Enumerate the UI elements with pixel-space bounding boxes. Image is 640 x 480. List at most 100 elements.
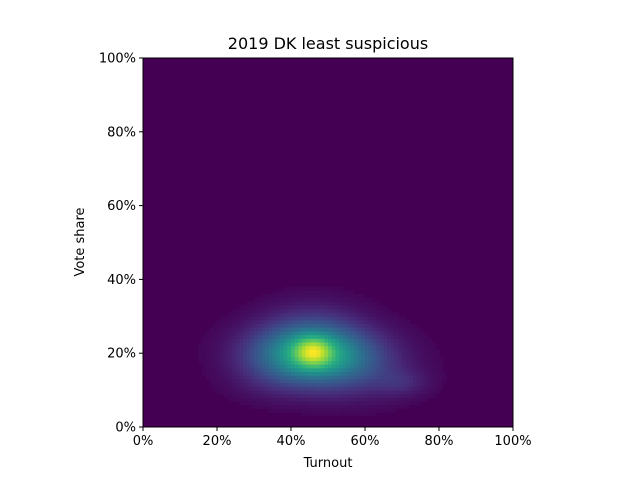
heatmap-cell [383,371,388,376]
heatmap-cell [276,349,281,354]
heatmap-cell [276,308,281,314]
heatmap-cell [402,349,407,354]
heatmap-cell [402,323,407,328]
heatmap-cell [235,312,240,317]
heatmap-cell [287,397,292,402]
heatmap-cell [279,379,284,384]
heatmap-cell [383,390,388,395]
heatmap-cell [257,401,262,406]
heatmap-cell [357,404,362,409]
heatmap-cell [228,349,233,354]
heatmap-cell [313,301,318,306]
heatmap-cell [309,364,314,369]
heatmap-cell [409,356,414,361]
heatmap-cell [265,390,270,395]
heatmap-cell [353,294,358,299]
heatmap-cell [365,356,370,361]
heatmap-cell [228,323,233,328]
heatmap-cell [265,323,270,328]
heatmap-cell [346,375,351,380]
heatmap-cell [416,367,421,373]
heatmap-cell [224,334,229,339]
heatmap-cell [250,379,255,384]
heatmap-cell [383,334,388,339]
heatmap-cell [283,327,288,332]
heatmap-cell [427,345,432,350]
heatmap-cell [279,364,284,369]
heatmap-cell [239,364,244,369]
heatmap-cell [209,375,214,380]
heatmap-cell [335,290,340,295]
heatmap-cell [361,390,366,395]
heatmap-cell [339,323,344,328]
heatmap-cell [305,323,310,328]
heatmap-cell [350,404,355,409]
heatmap-cell [220,323,225,328]
heatmap-cell [335,316,340,321]
heatmap-cell [242,375,247,380]
x-tick-label: 60% [351,434,380,449]
heatmap-cell [424,356,429,361]
heatmap-cell [209,334,214,339]
heatmap-cell [313,371,318,376]
heatmap-cell [435,353,440,358]
heatmap-cell [257,327,262,332]
heatmap-cell [254,308,259,314]
heatmap-cell [420,364,425,369]
heatmap-cell [387,323,392,328]
heatmap-cell [228,334,233,339]
heatmap-cell [309,379,314,384]
heatmap-cell [224,375,229,380]
heatmap-cell [413,360,418,365]
heatmap-cell [357,353,362,358]
heatmap-cell [239,353,244,358]
heatmap-cell [224,349,229,354]
heatmap-cell [339,297,344,302]
heatmap-cell [235,327,240,332]
heatmap-cell [313,308,318,314]
heatmap-cell [242,319,247,325]
heatmap-cell [368,397,373,402]
heatmap-cell [376,404,381,409]
heatmap-cell [283,286,288,291]
heatmap-cell [272,360,277,365]
heatmap-cell [361,297,366,302]
heatmap-cell [335,331,340,336]
heatmap-cell [235,367,240,373]
heatmap-cell [294,308,299,314]
heatmap-cell [261,371,266,376]
heatmap-cell [313,412,318,417]
heatmap-cell [209,349,214,354]
heatmap-cell [298,334,303,339]
heatmap-cell [379,371,384,376]
heatmap-cell [431,390,436,395]
heatmap-cell [268,397,273,402]
heatmap-cell [398,375,403,380]
y-tick-label: 20% [107,347,136,362]
heatmap-cell [335,401,340,406]
heatmap-cell [402,338,407,343]
heatmap-cell [331,360,336,365]
heatmap-cell [279,390,284,395]
heatmap-cell [242,397,247,402]
heatmap-cell [291,397,296,402]
heatmap-cell [283,393,288,398]
heatmap-cell [387,367,392,373]
heatmap-cell [379,323,384,328]
heatmap-cell [320,379,325,384]
heatmap-cell [291,342,296,347]
heatmap-cell [368,297,373,302]
heatmap-cell [379,393,384,398]
heatmap-cell [320,290,325,295]
heatmap-cell [357,360,362,365]
heatmap-cell [246,397,251,402]
heatmap-cell [276,316,281,321]
heatmap-cell [291,375,296,380]
heatmap-cell [431,367,436,373]
heatmap-cell [209,338,214,343]
heatmap-cell [305,390,310,395]
heatmap-cell [291,390,296,395]
heatmap-cell [242,349,247,354]
heatmap-cell [265,375,270,380]
heatmap-cell [390,375,395,380]
